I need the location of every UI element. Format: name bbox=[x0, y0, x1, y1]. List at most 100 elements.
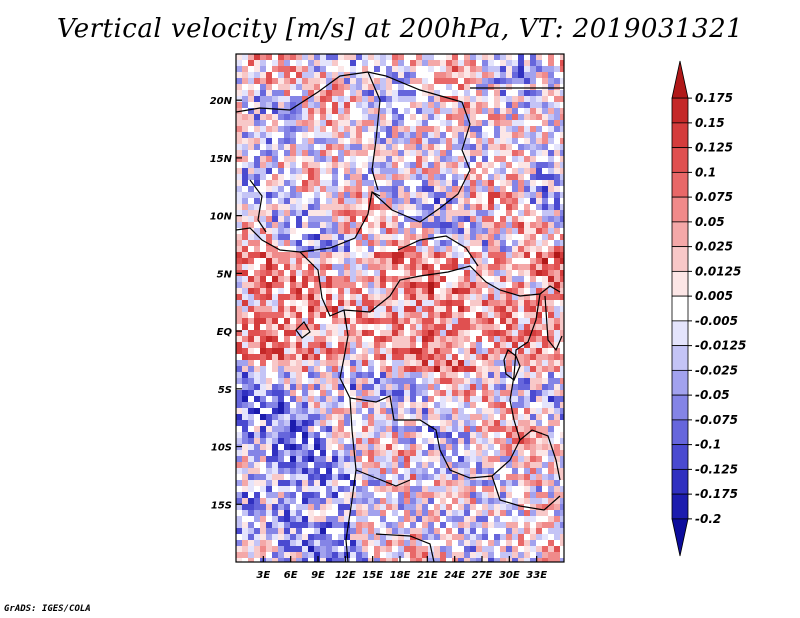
field-cell bbox=[296, 282, 302, 288]
field-cell bbox=[380, 492, 386, 498]
field-cell bbox=[530, 402, 536, 408]
field-cell bbox=[338, 396, 344, 402]
field-cell bbox=[518, 114, 524, 120]
field-cell bbox=[536, 504, 542, 510]
field-cell bbox=[236, 480, 242, 486]
field-cell bbox=[542, 498, 548, 504]
field-cell bbox=[380, 414, 386, 420]
field-cell bbox=[254, 330, 260, 336]
field-cell bbox=[476, 402, 482, 408]
field-cell bbox=[338, 324, 344, 330]
field-cell bbox=[476, 60, 482, 66]
field-cell bbox=[512, 168, 518, 174]
field-cell bbox=[476, 222, 482, 228]
field-cell bbox=[536, 174, 542, 180]
field-cell bbox=[278, 246, 284, 252]
field-cell bbox=[536, 96, 542, 102]
field-cell bbox=[542, 426, 548, 432]
field-cell bbox=[464, 330, 470, 336]
field-cell bbox=[338, 306, 344, 312]
field-cell bbox=[524, 54, 530, 60]
field-cell bbox=[338, 480, 344, 486]
field-cell bbox=[494, 204, 500, 210]
field-cell bbox=[356, 426, 362, 432]
field-cell bbox=[512, 444, 518, 450]
field-cell bbox=[326, 450, 332, 456]
field-cell bbox=[548, 396, 554, 402]
field-cell bbox=[326, 474, 332, 480]
field-cell bbox=[554, 186, 560, 192]
field-cell bbox=[356, 90, 362, 96]
field-cell bbox=[548, 276, 554, 282]
field-cell bbox=[332, 456, 338, 462]
field-cell bbox=[368, 144, 374, 150]
field-cell bbox=[308, 144, 314, 150]
field-cell bbox=[512, 468, 518, 474]
field-cell bbox=[380, 276, 386, 282]
field-cell bbox=[512, 252, 518, 258]
field-cell bbox=[248, 174, 254, 180]
field-cell bbox=[374, 288, 380, 294]
field-cell bbox=[548, 420, 554, 426]
field-cell bbox=[332, 228, 338, 234]
field-cell bbox=[548, 384, 554, 390]
field-cell bbox=[272, 228, 278, 234]
field-cell bbox=[398, 312, 404, 318]
field-cell bbox=[386, 318, 392, 324]
field-cell bbox=[440, 552, 446, 558]
field-cell bbox=[248, 384, 254, 390]
field-cell bbox=[350, 78, 356, 84]
field-cell bbox=[374, 108, 380, 114]
field-cell bbox=[260, 534, 266, 540]
field-cell bbox=[356, 138, 362, 144]
field-cell bbox=[254, 522, 260, 528]
field-cell bbox=[344, 186, 350, 192]
field-cell bbox=[416, 420, 422, 426]
field-cell bbox=[482, 246, 488, 252]
field-cell bbox=[404, 324, 410, 330]
field-cell bbox=[284, 402, 290, 408]
field-cell bbox=[440, 300, 446, 306]
field-cell bbox=[452, 468, 458, 474]
field-cell bbox=[266, 444, 272, 450]
field-cell bbox=[422, 318, 428, 324]
field-cell bbox=[434, 384, 440, 390]
field-cell bbox=[530, 144, 536, 150]
field-cell bbox=[314, 522, 320, 528]
field-cell bbox=[560, 264, 564, 270]
field-cell bbox=[272, 432, 278, 438]
field-cell bbox=[512, 84, 518, 90]
field-cell bbox=[410, 126, 416, 132]
field-cell bbox=[428, 330, 434, 336]
lon-tick-label: 15E bbox=[362, 570, 383, 581]
field-cell bbox=[542, 366, 548, 372]
field-cell bbox=[344, 102, 350, 108]
field-cell bbox=[290, 312, 296, 318]
field-cell bbox=[350, 234, 356, 240]
field-cell bbox=[248, 66, 254, 72]
field-cell bbox=[410, 156, 416, 162]
field-cell bbox=[284, 84, 290, 90]
field-cell bbox=[494, 432, 500, 438]
field-cell bbox=[296, 228, 302, 234]
field-cell bbox=[356, 456, 362, 462]
field-cell bbox=[482, 126, 488, 132]
field-cell bbox=[386, 378, 392, 384]
field-cell bbox=[308, 270, 314, 276]
field-cell bbox=[554, 510, 560, 516]
field-cell bbox=[296, 180, 302, 186]
field-cell bbox=[386, 342, 392, 348]
field-cell bbox=[290, 372, 296, 378]
field-cell bbox=[398, 534, 404, 540]
field-cell bbox=[416, 516, 422, 522]
field-cell bbox=[470, 132, 476, 138]
field-cell bbox=[494, 156, 500, 162]
field-cell bbox=[302, 192, 308, 198]
field-cell bbox=[404, 90, 410, 96]
field-cell bbox=[560, 216, 564, 222]
field-cell bbox=[398, 528, 404, 534]
field-cell bbox=[542, 390, 548, 396]
field-cell bbox=[404, 54, 410, 60]
field-cell bbox=[260, 66, 266, 72]
